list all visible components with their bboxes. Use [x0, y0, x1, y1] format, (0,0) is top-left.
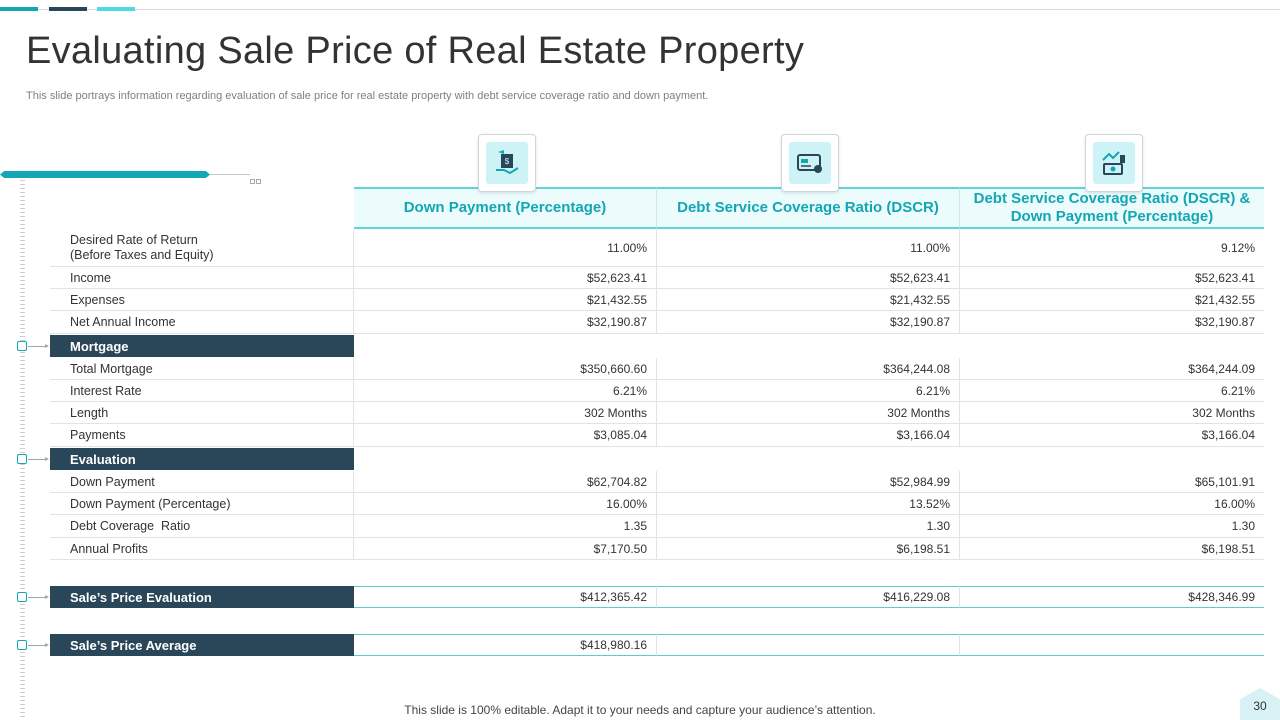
table-cell: 302 Months — [960, 402, 1264, 424]
marker-connector — [28, 643, 49, 647]
section-marker — [17, 454, 27, 464]
dotted-timeline — [20, 180, 25, 720]
table-cell: $21,432.55 — [960, 289, 1264, 311]
table-cell: 6.21% — [960, 380, 1264, 402]
footer-note: This slide is 100% editable. Adapt it to… — [404, 703, 876, 717]
arrow-end-icon — [250, 171, 262, 184]
table-cell: $52,623.41 — [960, 267, 1264, 289]
table-cell: 1.30 — [960, 515, 1264, 538]
table-cell: $6,198.51 — [960, 538, 1264, 560]
row-label-down-payment-percentage: Down Payment (Percentage) — [50, 493, 354, 515]
table-cell: $21,432.55 — [354, 289, 657, 311]
marker-connector — [28, 344, 49, 348]
marker-connector — [28, 595, 49, 599]
table-cell: 1.30 — [657, 515, 960, 538]
table-cell: $52,984.99 — [657, 471, 960, 493]
table-cell: 11.00% — [657, 229, 960, 267]
row-label-income: Income — [50, 267, 354, 289]
section-header-sale-price-evaluation: Sale’s Price Evaluation — [50, 586, 354, 608]
summary-cell: $418,980.16 — [354, 634, 657, 656]
summary-cell — [960, 634, 1264, 656]
table-cell: $364,244.09 — [960, 358, 1264, 380]
row-label-debt-coverage-ratio: Debt Coverage Ratio — [50, 515, 354, 538]
row-label-desired-rate: Desired Rate of Return (Before Taxes and… — [50, 229, 354, 267]
top-divider — [0, 9, 1280, 10]
column-header-dscr: Debt Service Coverage Ratio (DSCR) — [657, 187, 960, 229]
summary-cell — [657, 634, 960, 656]
table-cell: 16.00% — [354, 493, 657, 515]
table-cell: 1.35 — [354, 515, 657, 538]
accent-bar-light — [97, 7, 135, 11]
table-cell: 16.00% — [960, 493, 1264, 515]
row-label-annual-profits: Annual Profits — [50, 538, 354, 560]
summary-cell: $412,365.42 — [354, 586, 657, 608]
arrow-connector — [210, 174, 250, 175]
summary-cell: $428,346.99 — [960, 586, 1264, 608]
table-cell: 302 Months — [657, 402, 960, 424]
row-label-length: Length — [50, 402, 354, 424]
row-label-down-payment: Down Payment — [50, 471, 354, 493]
teal-arrow-decoration — [0, 171, 210, 178]
section-marker — [17, 341, 27, 351]
marker-connector — [28, 457, 49, 461]
row-label-expenses: Expenses — [50, 289, 354, 311]
hand-money-icon: $ — [478, 134, 536, 192]
table-cell: $62,704.82 — [354, 471, 657, 493]
table-cell: 6.21% — [657, 380, 960, 402]
column-header-dscr-down-payment: Debt Service Coverage Ratio (DSCR) & Dow… — [960, 187, 1264, 229]
table-cell: $32,190.87 — [354, 311, 657, 334]
page-subtitle: This slide portrays information regardin… — [26, 90, 709, 102]
page-title: Evaluating Sale Price of Real Estate Pro… — [26, 30, 805, 72]
summary-cell: $416,229.08 — [657, 586, 960, 608]
column-header-down-payment: Down Payment (Percentage) — [354, 187, 657, 229]
table-cell: 6.21% — [354, 380, 657, 402]
table-cell: $6,198.51 — [657, 538, 960, 560]
svg-text:$: $ — [505, 157, 510, 166]
table-cell: 302 Months — [354, 402, 657, 424]
section-header-evaluation: Evaluation — [50, 448, 354, 470]
row-label-interest-rate: Interest Rate — [50, 380, 354, 402]
table-cell: $3,166.04 — [960, 424, 1264, 447]
table-cell: $32,190.87 — [960, 311, 1264, 334]
accent-bar-dark — [49, 7, 87, 11]
table-cell: $7,170.50 — [354, 538, 657, 560]
money-growth-icon — [1085, 134, 1143, 192]
table-cell: $350,660.60 — [354, 358, 657, 380]
table-cell: $52,623.41 — [354, 267, 657, 289]
table-cell: $3,085.04 — [354, 424, 657, 447]
accent-bar-teal — [0, 7, 38, 11]
table-cell: $65,101.91 — [960, 471, 1264, 493]
table-cell: $364,244.08 — [657, 358, 960, 380]
page-number-badge: 30 — [1240, 688, 1280, 720]
section-header-mortgage: Mortgage — [50, 335, 354, 357]
section-marker — [17, 592, 27, 602]
table-cell: $21,432.55 — [657, 289, 960, 311]
section-marker — [17, 640, 27, 650]
table-cell: 11.00% — [354, 229, 657, 267]
table-cell: $32,190.87 — [657, 311, 960, 334]
table-cell: $52,623.41 — [657, 267, 960, 289]
row-label-payments: Payments — [50, 424, 354, 447]
table-cell: 13.52% — [657, 493, 960, 515]
page-number: 30 — [1253, 699, 1267, 713]
row-label-total-mortgage: Total Mortgage — [50, 358, 354, 380]
table-cell: $3,166.04 — [657, 424, 960, 447]
row-label-net-annual-income: Net Annual Income — [50, 311, 354, 334]
card-payment-icon — [781, 134, 839, 192]
section-header-sale-price-average: Sale’s Price Average — [50, 634, 354, 656]
table-cell: 9.12% — [960, 229, 1264, 267]
